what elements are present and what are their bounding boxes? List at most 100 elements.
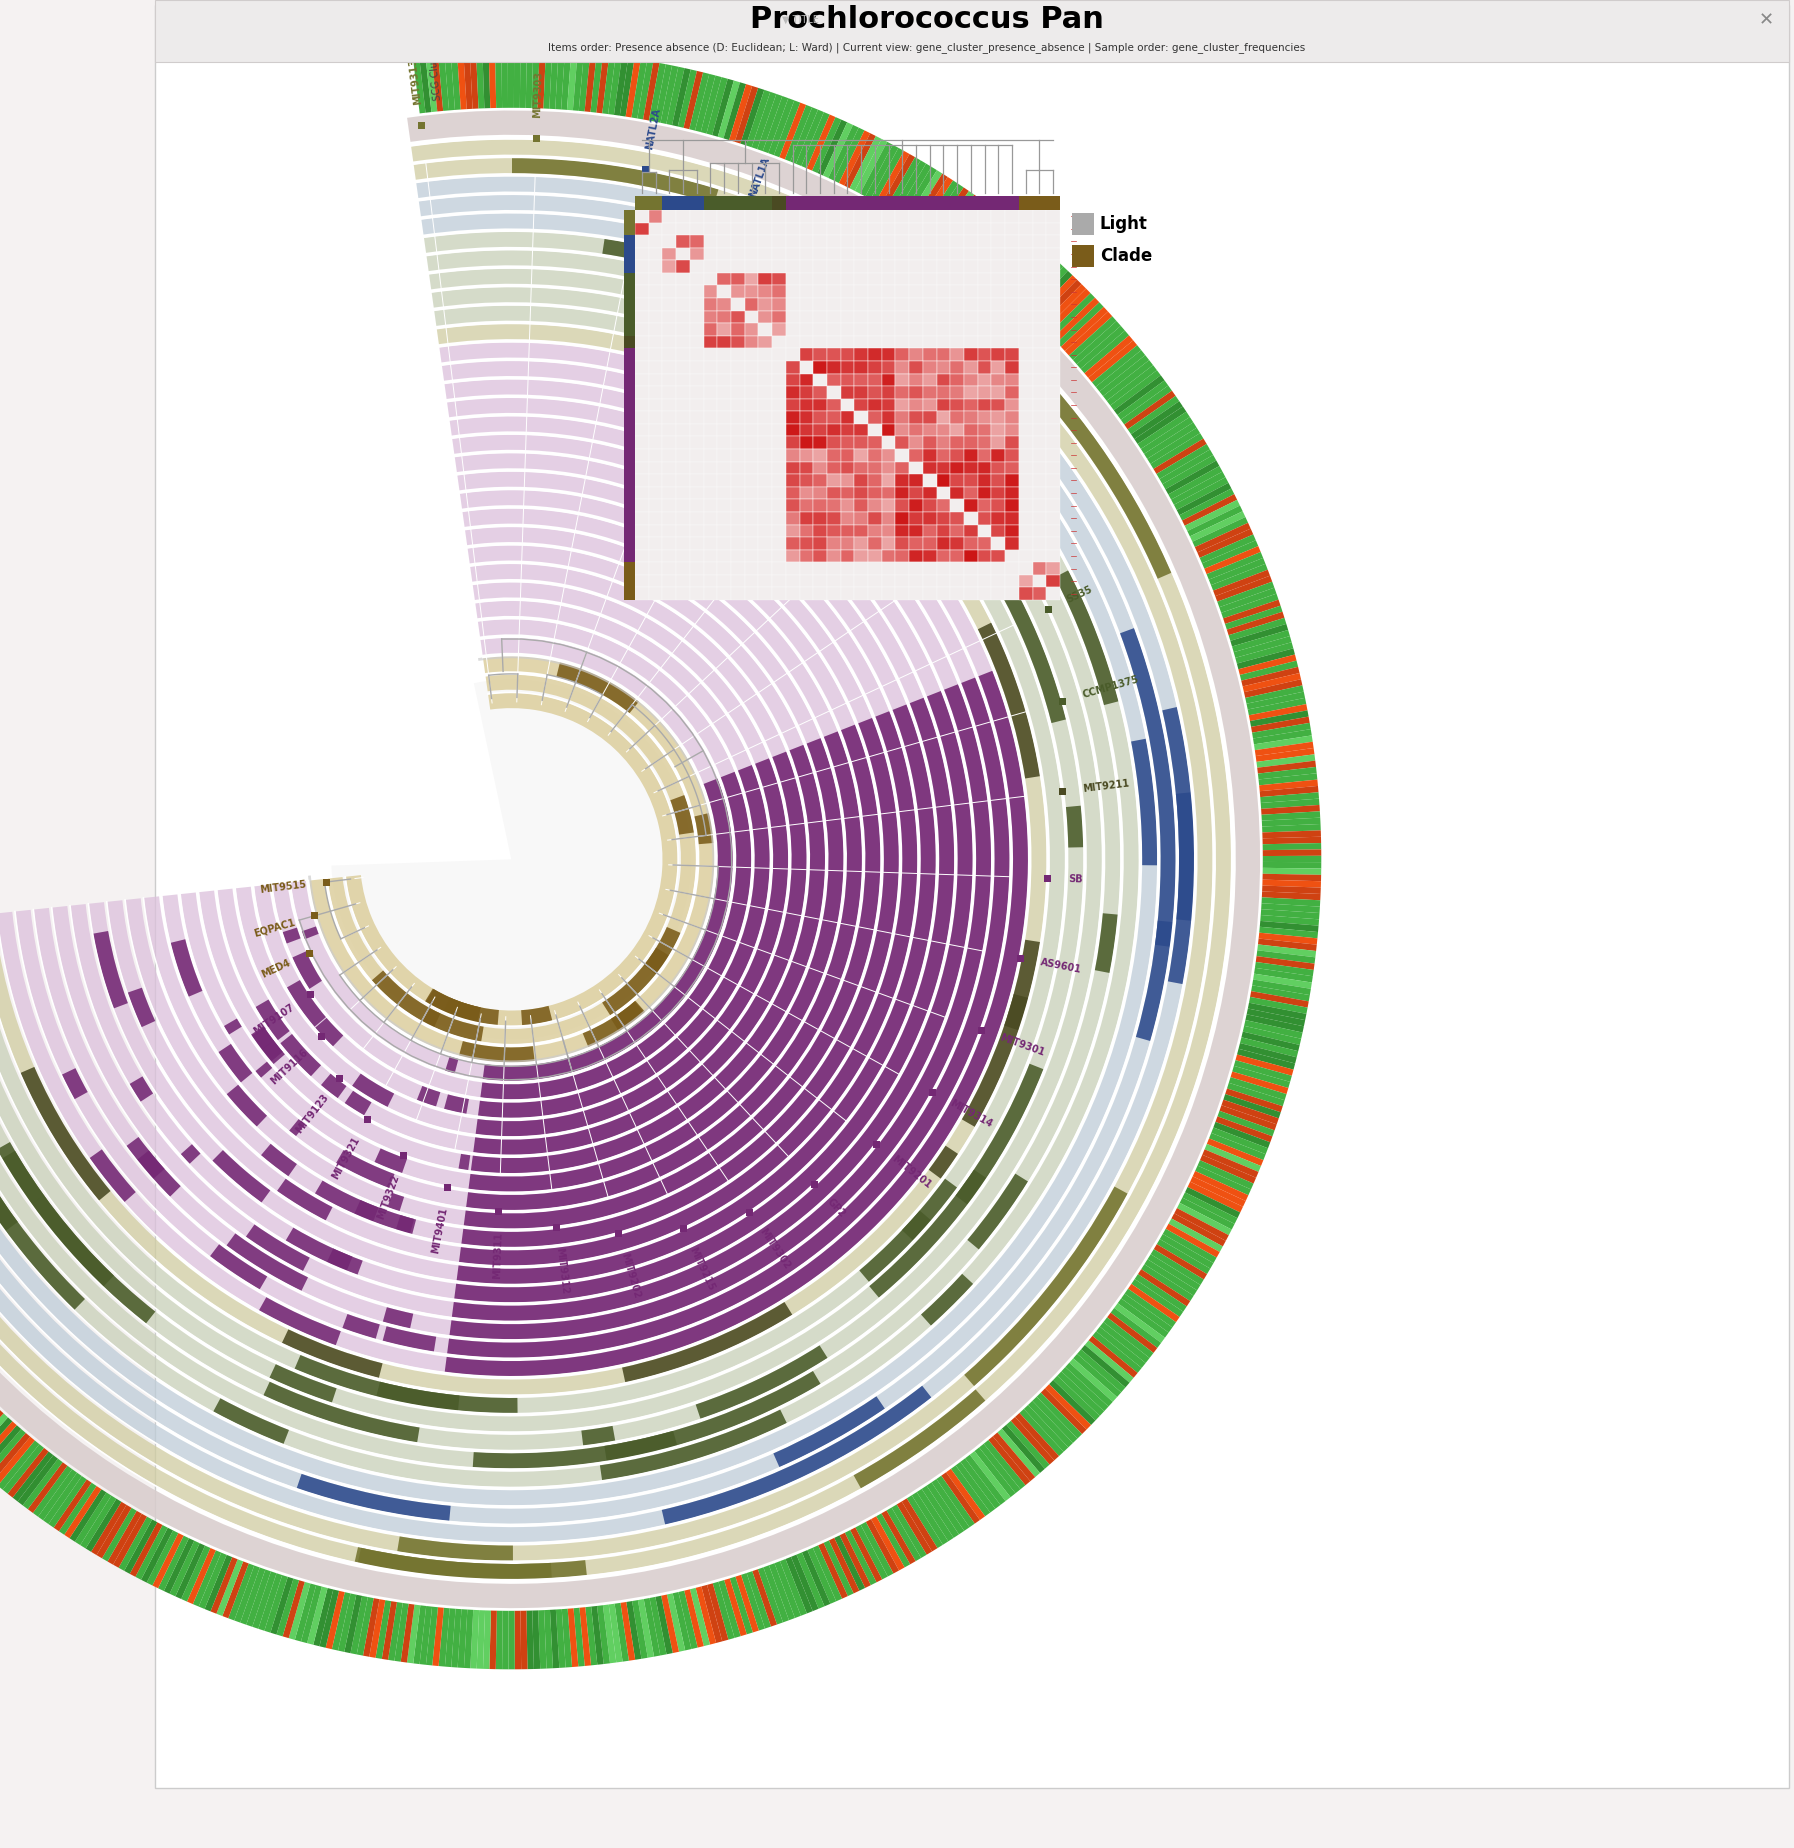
Bar bbox=[936, 261, 951, 274]
Wedge shape bbox=[1010, 1417, 1055, 1465]
Text: MIT9401: MIT9401 bbox=[431, 1207, 448, 1255]
Bar bbox=[936, 538, 951, 549]
Wedge shape bbox=[192, 1550, 221, 1606]
Bar bbox=[978, 588, 992, 601]
Bar bbox=[771, 235, 786, 248]
Bar bbox=[841, 235, 854, 248]
Bar bbox=[978, 261, 992, 274]
Wedge shape bbox=[1114, 375, 1164, 416]
Bar bbox=[1044, 874, 1051, 881]
Bar bbox=[624, 310, 635, 323]
Bar bbox=[800, 248, 813, 261]
Text: ✕: ✕ bbox=[1758, 11, 1774, 30]
Bar bbox=[883, 235, 895, 248]
Wedge shape bbox=[2, 1151, 45, 1205]
Wedge shape bbox=[562, 52, 570, 109]
Bar bbox=[841, 373, 854, 386]
Bar bbox=[978, 449, 992, 462]
Bar bbox=[1019, 412, 1033, 423]
Wedge shape bbox=[886, 157, 920, 211]
Bar bbox=[992, 248, 1005, 261]
Bar bbox=[1005, 486, 1019, 499]
Bar bbox=[854, 525, 868, 538]
Bar bbox=[676, 360, 691, 373]
Wedge shape bbox=[1076, 325, 1125, 370]
Bar bbox=[1005, 261, 1019, 274]
Wedge shape bbox=[631, 1600, 648, 1660]
Wedge shape bbox=[447, 678, 1010, 1358]
Bar bbox=[868, 486, 883, 499]
Bar bbox=[1019, 575, 1033, 588]
Bar bbox=[662, 274, 676, 285]
Bar bbox=[895, 412, 910, 423]
Bar bbox=[1005, 412, 1019, 423]
Bar bbox=[922, 423, 936, 436]
Bar bbox=[771, 196, 786, 211]
Bar bbox=[922, 211, 936, 222]
Bar bbox=[1005, 336, 1019, 349]
Bar bbox=[730, 373, 745, 386]
Bar bbox=[745, 373, 759, 386]
Bar bbox=[771, 373, 786, 386]
Bar bbox=[800, 538, 813, 549]
Bar bbox=[800, 588, 813, 601]
Bar bbox=[1033, 412, 1046, 423]
Bar bbox=[676, 285, 691, 298]
Bar bbox=[691, 196, 703, 211]
Text: MIT9321: MIT9321 bbox=[330, 1135, 362, 1181]
Bar bbox=[624, 462, 635, 475]
Wedge shape bbox=[655, 1595, 673, 1654]
Bar bbox=[841, 436, 854, 449]
Bar bbox=[730, 235, 745, 248]
Bar bbox=[624, 248, 635, 261]
Wedge shape bbox=[1073, 322, 1121, 364]
Wedge shape bbox=[1247, 1009, 1306, 1026]
Bar bbox=[1058, 787, 1066, 795]
Bar bbox=[963, 486, 978, 499]
Wedge shape bbox=[264, 1574, 287, 1632]
Wedge shape bbox=[1032, 1397, 1078, 1443]
Wedge shape bbox=[666, 67, 685, 126]
Bar bbox=[883, 261, 895, 274]
Wedge shape bbox=[673, 1591, 691, 1650]
Bar bbox=[936, 499, 951, 512]
Bar bbox=[883, 336, 895, 349]
Bar bbox=[649, 336, 662, 349]
Wedge shape bbox=[1121, 386, 1171, 425]
Wedge shape bbox=[65, 1486, 102, 1538]
Wedge shape bbox=[1222, 1100, 1279, 1124]
Wedge shape bbox=[289, 1120, 305, 1137]
Wedge shape bbox=[951, 201, 990, 253]
Wedge shape bbox=[352, 1074, 395, 1107]
Bar bbox=[854, 285, 868, 298]
Bar bbox=[1005, 499, 1019, 512]
Wedge shape bbox=[224, 1018, 242, 1035]
Wedge shape bbox=[1066, 806, 1084, 848]
Bar bbox=[786, 462, 800, 475]
Wedge shape bbox=[1057, 303, 1103, 347]
Bar bbox=[951, 323, 963, 336]
Wedge shape bbox=[212, 1149, 271, 1203]
Text: MIT9211: MIT9211 bbox=[1082, 778, 1130, 795]
Wedge shape bbox=[1150, 1249, 1204, 1284]
Bar bbox=[624, 349, 635, 360]
Bar bbox=[1046, 248, 1060, 261]
Bar bbox=[813, 562, 827, 575]
Bar bbox=[676, 235, 691, 248]
Bar bbox=[922, 336, 936, 349]
Wedge shape bbox=[271, 1576, 294, 1634]
Bar bbox=[662, 525, 676, 538]
Bar bbox=[624, 475, 635, 486]
Bar bbox=[841, 449, 854, 462]
Bar bbox=[676, 349, 691, 360]
Bar bbox=[1019, 261, 1033, 274]
Bar bbox=[978, 475, 992, 486]
Bar bbox=[662, 449, 676, 462]
Bar bbox=[827, 525, 841, 538]
Text: MIT9123: MIT9123 bbox=[294, 1092, 332, 1135]
Wedge shape bbox=[997, 240, 1039, 290]
Wedge shape bbox=[623, 1303, 793, 1382]
Wedge shape bbox=[927, 1482, 963, 1534]
Wedge shape bbox=[48, 1477, 86, 1528]
Bar bbox=[992, 538, 1005, 549]
